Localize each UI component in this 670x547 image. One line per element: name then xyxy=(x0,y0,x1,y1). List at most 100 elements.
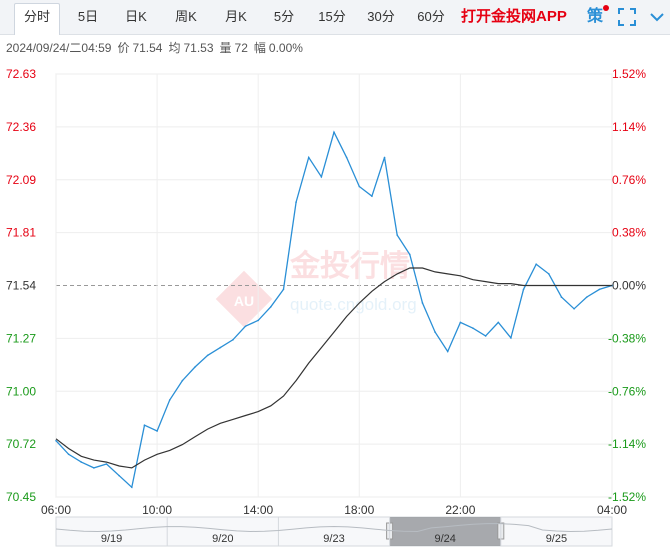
y-tick-label-right: -0.76% xyxy=(608,384,646,398)
tab-yuek[interactable]: 月K xyxy=(225,9,247,24)
price-point xyxy=(371,195,373,198)
price-point xyxy=(510,337,512,339)
watermark: AU 金投行情 quote.cngold.org xyxy=(215,249,417,328)
y-tick-label-left: 72.09 xyxy=(6,173,36,187)
x-tick-label: 22:00 xyxy=(445,503,475,517)
tab-rik[interactable]: 日K xyxy=(125,9,147,24)
watermark-url: quote.cngold.org xyxy=(290,295,417,314)
period-tab-bar: 分时 5日 日K 周K 月K 5分 15分 30分 60分 打开金投网APP 策 xyxy=(0,0,670,35)
x-tick-label: 18:00 xyxy=(344,503,374,517)
tab-60fen[interactable]: 60分 xyxy=(417,9,445,24)
strategy-icon[interactable]: 策 xyxy=(587,8,604,25)
x-tick-label: 04:00 xyxy=(597,503,627,517)
watermark-badge: AU xyxy=(234,293,254,309)
navigator-date-label: 9/19 xyxy=(101,533,122,545)
x-tick-label: 14:00 xyxy=(243,503,273,517)
price-point xyxy=(522,288,525,291)
volume-value: 72 xyxy=(234,41,248,55)
change-label: 幅 xyxy=(253,41,266,55)
price-point xyxy=(295,201,297,203)
y-tick-label-right: 0.38% xyxy=(612,226,646,240)
x-tick-label: 06:00 xyxy=(41,503,71,517)
price-point xyxy=(421,302,424,304)
price-point xyxy=(143,424,146,427)
tab-15fen[interactable]: 15分 xyxy=(318,9,346,24)
price-point xyxy=(333,131,335,134)
navigator-date-label: 9/25 xyxy=(546,533,567,545)
y-tick-label-right: -1.14% xyxy=(608,437,646,451)
y-tick-label-left: 70.45 xyxy=(6,490,36,504)
price-point xyxy=(105,463,108,465)
price-point xyxy=(67,453,70,456)
price-point xyxy=(446,350,449,353)
y-tick-label-left: 71.27 xyxy=(6,331,36,345)
price-point xyxy=(497,321,500,324)
y-tick-label-left: 71.00 xyxy=(6,384,36,398)
price-point xyxy=(244,325,247,328)
price-point xyxy=(345,156,348,159)
price-point xyxy=(484,335,487,337)
price-point xyxy=(320,176,323,178)
y-tick-label-left: 72.36 xyxy=(6,120,36,134)
price-point xyxy=(535,263,537,265)
price-point xyxy=(573,307,575,310)
tab-5fen[interactable]: 5分 xyxy=(273,9,295,24)
price-point xyxy=(409,253,411,256)
date-navigator[interactable]: 9/19 9/20 9/23 9/24 9/25 xyxy=(55,516,613,547)
price-point xyxy=(257,319,259,322)
navigator-mini-trend xyxy=(55,523,613,533)
price-point xyxy=(270,306,272,308)
tab-fenshi[interactable]: 分时 xyxy=(14,3,60,35)
y-tick-label-left: 71.54 xyxy=(6,279,36,293)
tab-zhouk[interactable]: 周K xyxy=(175,9,197,24)
y-tick-label-left: 72.63 xyxy=(6,67,36,81)
navigator-track xyxy=(55,516,613,547)
price-point xyxy=(358,185,361,188)
navigator-date-label: 9/24 xyxy=(434,533,455,545)
price-point xyxy=(118,474,120,477)
price-point xyxy=(560,296,563,298)
quote-info-line: 2024/09/24/二04:59 价 71.54 均 71.53 量 72 幅 0.00% xyxy=(6,39,309,55)
price-point xyxy=(206,354,209,357)
y-tick-label-right: 0.00% xyxy=(612,279,646,293)
price-point xyxy=(307,156,310,159)
tab-30fen[interactable]: 30分 xyxy=(367,9,395,24)
price-point xyxy=(168,399,171,401)
intraday-chart[interactable]: AU 金投行情 quote.cngold.org 72.63 72.36 72.09… xyxy=(0,57,670,547)
fullscreen-icon[interactable] xyxy=(616,5,638,29)
price-point xyxy=(93,467,95,469)
price-point xyxy=(548,273,550,275)
navigator-date-label: 9/23 xyxy=(323,533,344,545)
price-point xyxy=(131,486,133,489)
price-point xyxy=(396,234,398,236)
price-point xyxy=(459,321,462,324)
navigator-date-label: 9/20 xyxy=(212,533,233,545)
price-point xyxy=(80,461,83,463)
chevron-down-icon[interactable] xyxy=(648,5,666,29)
avg-value: 71.53 xyxy=(183,41,214,55)
price-point xyxy=(219,346,222,349)
y-tick-label-right: 0.76% xyxy=(612,173,646,187)
y-tick-label-right: 1.52% xyxy=(612,67,646,81)
avg-label: 均 xyxy=(168,41,181,55)
price-point xyxy=(383,156,386,159)
price-point xyxy=(194,366,196,368)
price-point xyxy=(181,379,184,382)
price-point xyxy=(156,430,158,432)
price-point xyxy=(232,339,234,341)
price-value: 71.54 xyxy=(132,41,163,55)
price-point xyxy=(282,288,285,291)
y-tick-label-left: 71.81 xyxy=(6,226,36,240)
y-tick-label-right: -1.52% xyxy=(608,490,646,504)
price-point xyxy=(55,439,57,442)
notification-dot xyxy=(603,5,609,11)
quote-datetime: 2024/09/24/二04:59 xyxy=(6,41,112,55)
tab-5ri[interactable]: 5日 xyxy=(77,9,99,24)
average-price-line xyxy=(55,267,612,469)
y-tick-label-right: -0.38% xyxy=(608,331,646,345)
y-tick-label-right: 1.14% xyxy=(612,120,646,134)
open-app-link[interactable]: 打开金投网APP xyxy=(461,8,567,25)
change-value: 0.00% xyxy=(268,41,303,55)
y-tick-label-left: 70.72 xyxy=(6,437,36,451)
price-point xyxy=(434,331,436,333)
